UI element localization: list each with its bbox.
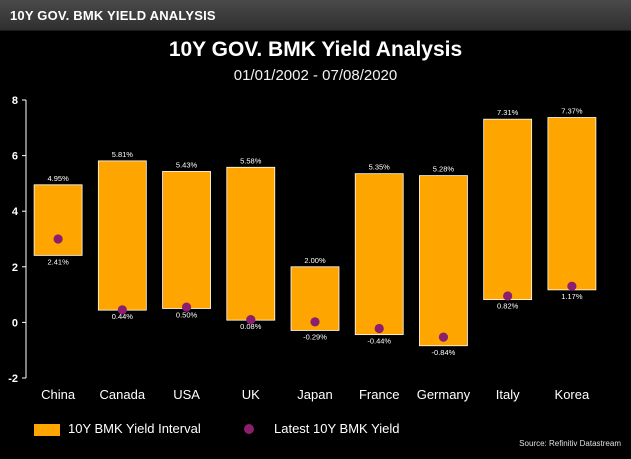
high-value-label: 7.31% — [497, 108, 519, 117]
latest-yield-dot — [181, 302, 192, 312]
latest-yield-dot — [567, 281, 577, 291]
source-note: Source: Refinitiv Datastream — [519, 439, 621, 448]
interval-bar — [226, 166, 276, 321]
latest-yield-dot — [503, 291, 513, 301]
panel-header: 10Y GOV. BMK YIELD ANALYSIS — [0, 0, 631, 31]
high-value-label: 7.37% — [561, 107, 583, 116]
high-value-label: 5.43% — [176, 160, 198, 169]
legend-latest-label: Latest 10Y BMK Yield — [274, 421, 400, 436]
low-value-label: 0.82% — [497, 302, 519, 311]
legend-interval-swatch — [34, 424, 60, 436]
interval-bar — [354, 173, 404, 336]
latest-yield-dot — [246, 315, 256, 325]
interval-bar — [162, 171, 211, 309]
latest-yield-dot — [117, 305, 127, 315]
category-label: Italy — [496, 387, 520, 402]
low-value-label: -0.29% — [303, 332, 327, 341]
y-tick-label: 2 — [12, 262, 18, 274]
category-label: France — [359, 387, 399, 402]
latest-yield-dot — [310, 317, 320, 327]
category-label: UK — [242, 387, 260, 402]
high-value-label: 5.28% — [433, 165, 455, 174]
low-value-label: -0.44% — [367, 337, 391, 346]
category-label: China — [41, 387, 76, 402]
latest-yield-dot — [438, 332, 449, 342]
y-tick-label: -2 — [8, 373, 18, 385]
high-value-label: 5.58% — [240, 156, 262, 165]
chart-subtitle: 01/01/2002 - 07/08/2020 — [233, 67, 398, 84]
high-value-label: 5.81% — [112, 150, 134, 159]
high-value-label: 2.00% — [304, 256, 326, 265]
legend-latest-dot — [244, 424, 254, 434]
interval-bar — [547, 117, 597, 291]
high-value-label: 4.95% — [47, 174, 69, 183]
low-value-label: 0.44% — [112, 312, 134, 321]
low-value-label: -0.84% — [432, 348, 456, 357]
latest-yield-dot — [374, 323, 384, 334]
chart-title: 10Y GOV. BMK Yield Analysis — [168, 38, 463, 61]
low-value-label: 0.50% — [176, 311, 198, 320]
category-label: Germany — [417, 387, 471, 402]
y-tick-label: 0 — [12, 317, 18, 329]
category-label: USA — [173, 387, 200, 402]
legend-interval-label: 10Y BMK Yield Interval — [68, 421, 201, 436]
interval-bar — [33, 184, 83, 256]
category-label: Japan — [297, 387, 332, 402]
low-value-label: 1.17% — [561, 292, 583, 301]
category-label: Korea — [555, 387, 590, 402]
y-tick-label: 4 — [12, 206, 19, 218]
interval-bar — [419, 175, 468, 347]
low-value-label: 0.08% — [240, 322, 262, 331]
y-tick-label: 6 — [12, 151, 18, 163]
chart-legend: 10Y BMK Yield Interval Latest 10Y BMK Yi… — [0, 418, 631, 444]
high-value-label: 5.35% — [369, 163, 391, 172]
category-label: Canada — [100, 387, 146, 402]
interval-bar — [97, 160, 147, 311]
latest-yield-dot — [53, 234, 63, 244]
low-value-label: 2.41% — [47, 257, 69, 266]
y-tick-label: 8 — [12, 95, 18, 107]
panel-title: 10Y GOV. BMK YIELD ANALYSIS — [10, 8, 216, 23]
interval-bar — [483, 118, 533, 301]
